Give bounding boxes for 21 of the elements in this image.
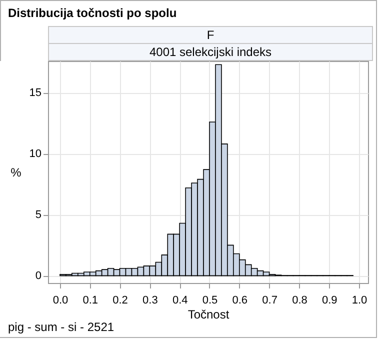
- y-axis-title: %: [10, 166, 22, 180]
- x-tick-label: 0.5: [202, 294, 218, 306]
- x-tick-label: 0.1: [82, 294, 98, 306]
- y-tick-label: 5: [35, 209, 42, 222]
- x-axis-title: Točnost: [188, 308, 230, 322]
- y-tick-label: 0: [35, 270, 42, 282]
- text: pig - sum - si - 2521: [8, 320, 114, 334]
- text: 4001 selekcijski indeks: [48, 43, 373, 61]
- y-tick-label: 10: [29, 148, 42, 160]
- x-tick-label: 0.9: [322, 294, 338, 306]
- x-tick-label: 0.6: [232, 294, 248, 306]
- x-tick-label: 0.3: [142, 294, 158, 306]
- text: F: [48, 26, 373, 44]
- x-tick-label: 0.7: [262, 294, 278, 306]
- x-tick-label: 0.8: [292, 294, 308, 306]
- x-tick-label: 0.4: [172, 294, 188, 306]
- chart-title: Distribucija točnosti po spolu: [8, 6, 177, 20]
- x-tick-label: 0.2: [112, 294, 128, 306]
- y-tick-label: 15: [29, 87, 42, 100]
- x-tick-label: 0.0: [52, 294, 68, 306]
- x-tick-label: 1.0: [352, 294, 368, 306]
